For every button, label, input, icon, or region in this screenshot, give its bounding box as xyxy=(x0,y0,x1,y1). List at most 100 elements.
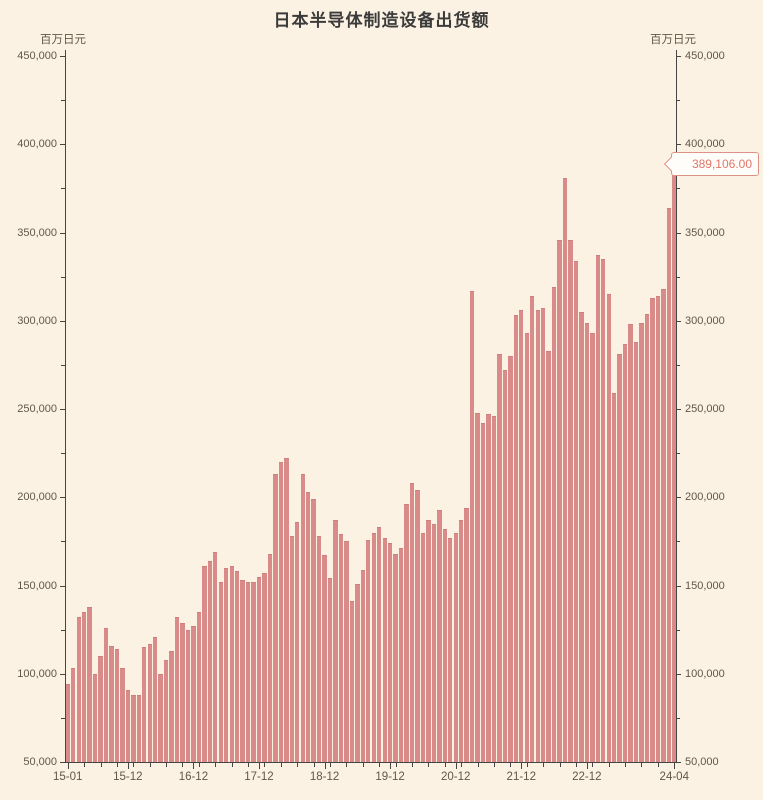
bar-2019-07[interactable] xyxy=(360,570,366,762)
bar-2019-04[interactable] xyxy=(344,541,349,762)
bar-2019-01[interactable] xyxy=(327,578,333,762)
bar-2017-03[interactable] xyxy=(207,561,213,762)
bar-2017-10[interactable] xyxy=(245,582,251,762)
bar-2015-10[interactable] xyxy=(114,649,120,762)
bar-2015-11[interactable] xyxy=(120,668,125,762)
bar-2017-09[interactable] xyxy=(240,580,245,762)
bar-2021-06[interactable] xyxy=(486,414,491,762)
bar-2021-12[interactable] xyxy=(519,310,524,762)
bar-2016-06[interactable] xyxy=(158,674,163,762)
bar-2023-11[interactable] xyxy=(644,314,650,762)
bar-2020-05[interactable] xyxy=(415,490,420,762)
bar-2021-04[interactable] xyxy=(475,413,480,762)
bar-2018-05[interactable] xyxy=(284,458,289,762)
bar-2015-08[interactable] xyxy=(103,628,109,762)
bar-2022-03[interactable] xyxy=(535,310,540,762)
bar-2015-12[interactable] xyxy=(125,690,131,762)
bar-2024-04[interactable] xyxy=(672,163,677,762)
bar-2018-09[interactable] xyxy=(306,492,311,762)
bar-2023-10[interactable] xyxy=(639,323,644,762)
bar-2018-08[interactable] xyxy=(300,474,305,762)
bar-2020-12[interactable] xyxy=(453,533,458,762)
bar-2016-04[interactable] xyxy=(147,644,152,762)
bar-2017-08[interactable] xyxy=(234,571,240,762)
bar-2022-10[interactable] xyxy=(573,261,579,762)
bar-2016-03[interactable] xyxy=(142,647,147,762)
bar-2015-05[interactable] xyxy=(87,607,92,762)
bar-2022-07[interactable] xyxy=(557,240,562,762)
bar-2016-10[interactable] xyxy=(180,623,185,762)
bar-2022-02[interactable] xyxy=(530,296,535,762)
bar-2022-12[interactable] xyxy=(584,323,590,762)
bar-2017-02[interactable] xyxy=(202,566,207,762)
bar-2016-05[interactable] xyxy=(153,637,158,762)
bar-2021-01[interactable] xyxy=(459,520,464,762)
bar-2016-09[interactable] xyxy=(174,617,180,762)
bar-2019-10[interactable] xyxy=(377,527,382,762)
bar-2018-01[interactable] xyxy=(262,573,267,762)
bar-2017-05[interactable] xyxy=(218,582,223,762)
bar-2017-11[interactable] xyxy=(251,582,256,762)
bar-2023-07[interactable] xyxy=(622,344,628,762)
bar-2020-10[interactable] xyxy=(442,529,447,762)
bar-2023-03[interactable] xyxy=(601,259,606,762)
bar-2020-11[interactable] xyxy=(448,538,453,762)
bar-2019-06[interactable] xyxy=(355,584,360,762)
bar-2020-06[interactable] xyxy=(420,533,426,762)
bar-2015-09[interactable] xyxy=(109,646,114,762)
bar-2020-03[interactable] xyxy=(404,504,409,762)
bar-2024-01[interactable] xyxy=(655,296,661,762)
bar-2020-01[interactable] xyxy=(393,554,398,762)
bar-2023-05[interactable] xyxy=(612,393,617,762)
bar-2022-05[interactable] xyxy=(546,351,551,762)
bar-2019-05[interactable] xyxy=(349,601,355,762)
bar-2019-11[interactable] xyxy=(382,538,387,762)
bar-2021-08[interactable] xyxy=(497,354,502,762)
bar-2015-02[interactable] xyxy=(71,668,76,762)
bar-2015-06[interactable] xyxy=(92,674,98,762)
bar-2021-07[interactable] xyxy=(491,416,497,762)
bar-2018-02[interactable] xyxy=(267,554,273,762)
bar-2019-08[interactable] xyxy=(366,540,371,762)
bar-2015-04[interactable] xyxy=(81,612,87,762)
bar-2023-02[interactable] xyxy=(595,255,600,762)
bar-2016-02[interactable] xyxy=(136,695,141,762)
bar-2020-04[interactable] xyxy=(409,483,415,762)
bar-2018-03[interactable] xyxy=(273,474,278,762)
bar-2020-07[interactable] xyxy=(426,520,431,762)
bar-2023-12[interactable] xyxy=(650,298,655,762)
bar-2017-12[interactable] xyxy=(256,577,262,762)
bar-2018-12[interactable] xyxy=(322,555,327,762)
bar-2022-04[interactable] xyxy=(540,308,546,762)
bar-2023-09[interactable] xyxy=(633,342,639,762)
bar-2019-12[interactable] xyxy=(387,543,393,762)
bar-2022-09[interactable] xyxy=(568,240,573,762)
bar-2017-01[interactable] xyxy=(196,612,202,762)
bar-2017-06[interactable] xyxy=(224,568,229,762)
bar-2021-05[interactable] xyxy=(480,423,486,762)
bar-2021-10[interactable] xyxy=(508,356,513,762)
bar-2018-10[interactable] xyxy=(311,499,316,762)
bar-2024-03[interactable] xyxy=(666,208,672,762)
bar-2022-01[interactable] xyxy=(524,333,529,762)
bar-2021-02[interactable] xyxy=(464,508,469,762)
bar-2018-06[interactable] xyxy=(289,536,294,762)
bar-2018-07[interactable] xyxy=(295,522,300,762)
bar-2015-01[interactable] xyxy=(65,684,70,762)
bar-2015-03[interactable] xyxy=(76,617,81,762)
bar-2016-08[interactable] xyxy=(169,651,174,762)
bar-2018-11[interactable] xyxy=(316,536,322,762)
bar-2018-04[interactable] xyxy=(278,462,284,762)
bar-2016-07[interactable] xyxy=(163,660,169,762)
bar-2022-11[interactable] xyxy=(579,312,584,762)
bar-2019-03[interactable] xyxy=(338,534,344,762)
bar-2022-08[interactable] xyxy=(562,178,568,762)
bar-2021-09[interactable] xyxy=(502,370,508,762)
bar-2024-02[interactable] xyxy=(661,289,666,762)
bar-2016-11[interactable] xyxy=(185,630,191,762)
bar-2017-04[interactable] xyxy=(213,552,218,762)
bar-2016-01[interactable] xyxy=(131,695,136,762)
bar-2020-09[interactable] xyxy=(437,510,442,762)
bar-2016-12[interactable] xyxy=(191,626,196,762)
bar-2020-02[interactable] xyxy=(398,548,404,762)
